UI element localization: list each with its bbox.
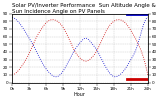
Text: Solar PV/Inverter Performance  Sun Altitude Angle & Sun Incidence Angle on PV Pa: Solar PV/Inverter Performance Sun Altitu…	[12, 3, 156, 14]
X-axis label: Hour: Hour	[74, 92, 86, 97]
